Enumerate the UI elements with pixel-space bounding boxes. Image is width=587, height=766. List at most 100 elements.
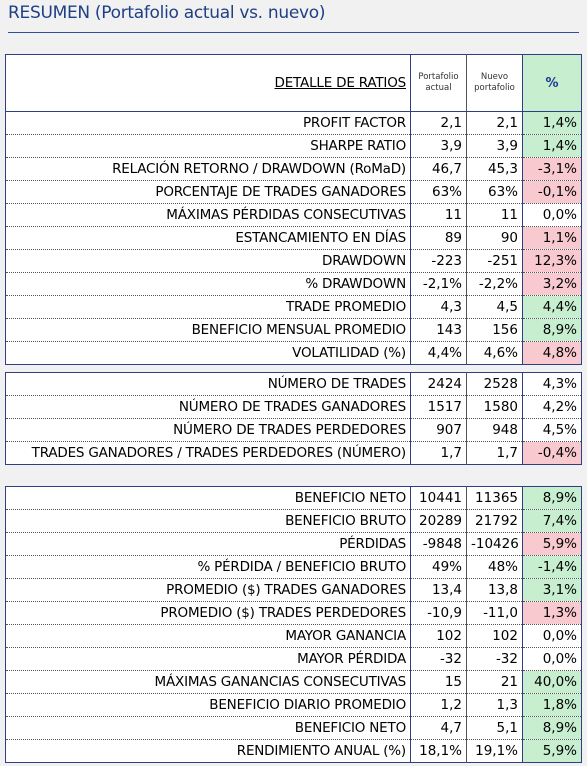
ratios-table: DETALLE DE RATIOS Portafolio actual Nuev…	[5, 54, 582, 365]
value-actual: 15	[410, 670, 467, 694]
value-pct-change: 8,9%	[522, 486, 582, 510]
row-label: NÚMERO DE TRADES GANADORES	[5, 395, 411, 419]
row-label: BENEFICIO NETO	[5, 716, 411, 740]
value-actual: 13,4	[410, 578, 467, 602]
value-pct-change: 4,4%	[522, 295, 582, 319]
value-nuevo: 948	[466, 418, 523, 442]
table-row: PROMEDIO ($) TRADES PERDEDORES -10,9 -11,0…	[5, 601, 582, 625]
table-row: BENEFICIO DIARIO PROMEDIO 1,2 1,3 1,8%	[5, 693, 582, 717]
row-label: NÚMERO DE TRADES	[5, 372, 411, 396]
value-pct-change: 3,1%	[522, 578, 582, 602]
value-actual: 10441	[410, 486, 467, 510]
value-pct-change: 1,3%	[522, 601, 582, 625]
row-label: BENEFICIO MENSUAL PROMEDIO	[5, 318, 411, 342]
value-pct-change: 0,0%	[522, 624, 582, 648]
row-label: PORCENTAJE DE TRADES GANADORES	[5, 180, 411, 204]
value-actual: 3,9	[410, 134, 467, 158]
value-nuevo: 4,6%	[466, 341, 523, 365]
value-actual: -9848	[410, 532, 467, 556]
value-nuevo: 156	[466, 318, 523, 342]
value-nuevo: 19,1%	[466, 739, 523, 763]
table-row: MAYOR GANANCIA 102 102 0,0%	[5, 624, 582, 648]
value-nuevo: 2,1	[466, 111, 523, 135]
value-nuevo: 102	[466, 624, 523, 648]
value-pct-change: 8,9%	[522, 716, 582, 740]
row-label: MÁXIMAS GANANCIAS CONSECUTIVAS	[5, 670, 411, 694]
profit-table: BENEFICIO NETO 10441 11365 8,9% BENEFICIO BR…	[5, 486, 582, 763]
value-pct-change: 0,0%	[522, 203, 582, 227]
value-actual: 143	[410, 318, 467, 342]
value-nuevo: 1580	[466, 395, 523, 419]
value-nuevo: 3,9	[466, 134, 523, 158]
table-row: ESTANCAMIENTO EN DÍAS 89 90 1,1%	[5, 226, 582, 250]
value-actual: 1517	[410, 395, 467, 419]
value-nuevo: 1,3	[466, 693, 523, 717]
value-nuevo: 21792	[466, 509, 523, 533]
row-label: RELACIÓN RETORNO / DRAWDOWN (RoMaD)	[5, 157, 411, 181]
value-actual: -2,1%	[410, 272, 467, 296]
value-pct-change: -3,1%	[522, 157, 582, 181]
value-nuevo: 45,3	[466, 157, 523, 181]
value-nuevo: 11	[466, 203, 523, 227]
trades-count-table: NÚMERO DE TRADES 2424 2528 4,3% NÚMERO DE TR…	[5, 372, 582, 465]
table-row: % PÉRDIDA / BENEFICIO BRUTO 49% 48% -1,4%	[5, 555, 582, 579]
row-label: % PÉRDIDA / BENEFICIO BRUTO	[5, 555, 411, 579]
value-actual: 4,3	[410, 295, 467, 319]
value-nuevo: -10426	[466, 532, 523, 556]
value-pct-change: 1,1%	[522, 226, 582, 250]
value-actual: 4,4%	[410, 341, 467, 365]
table-row: DRAWDOWN -223 -251 12,3%	[5, 249, 582, 273]
table-row: SHARPE RATIO 3,9 3,9 1,4%	[5, 134, 582, 158]
ratios-header-link[interactable]: DETALLE DE RATIOS	[5, 54, 411, 112]
value-nuevo: 1,7	[466, 441, 523, 465]
value-nuevo: -251	[466, 249, 523, 273]
value-pct-change: 7,4%	[522, 509, 582, 533]
value-nuevo: 63%	[466, 180, 523, 204]
value-actual: -10,9	[410, 601, 467, 625]
title-divider	[8, 32, 579, 33]
value-nuevo: 4,5	[466, 295, 523, 319]
row-label: NÚMERO DE TRADES PERDEDORES	[5, 418, 411, 442]
value-actual: 907	[410, 418, 467, 442]
value-pct-change: -0,4%	[522, 441, 582, 465]
value-pct-change: -0,1%	[522, 180, 582, 204]
row-label: ESTANCAMIENTO EN DÍAS	[5, 226, 411, 250]
value-pct-change: 4,5%	[522, 418, 582, 442]
value-pct-change: 5,9%	[522, 532, 582, 556]
value-actual: 4,7	[410, 716, 467, 740]
page-title: RESUMEN (Portafolio actual vs. nuevo)	[8, 3, 326, 23]
table-row: MÁXIMAS PÉRDIDAS CONSECUTIVAS 11 11 0,0%	[5, 203, 582, 227]
value-pct-change: 40,0%	[522, 670, 582, 694]
value-actual: 18,1%	[410, 739, 467, 763]
table-row: RELACIÓN RETORNO / DRAWDOWN (RoMaD) 46,7 4…	[5, 157, 582, 181]
value-nuevo: 48%	[466, 555, 523, 579]
table-row: NÚMERO DE TRADES PERDEDORES 907 948 4,5%	[5, 418, 582, 442]
value-pct-change: 8,9%	[522, 318, 582, 342]
value-actual: 102	[410, 624, 467, 648]
row-label: MAYOR PÉRDIDA	[5, 647, 411, 671]
table-row: BENEFICIO NETO 10441 11365 8,9%	[5, 486, 582, 510]
value-nuevo: -11,0	[466, 601, 523, 625]
table-row: PORCENTAJE DE TRADES GANADORES 63% 63% -0,1…	[5, 180, 582, 204]
col-header-nuevo: Nuevo portafolio	[466, 54, 523, 112]
value-actual: 63%	[410, 180, 467, 204]
row-label: VOLATILIDAD (%)	[5, 341, 411, 365]
row-label: BENEFICIO BRUTO	[5, 509, 411, 533]
table-row: TRADE PROMEDIO 4,3 4,5 4,4%	[5, 295, 582, 319]
table-row: MAYOR PÉRDIDA -32 -32 0,0%	[5, 647, 582, 671]
value-actual: 46,7	[410, 157, 467, 181]
table-row: BENEFICIO BRUTO 20289 21792 7,4%	[5, 509, 582, 533]
table-row: RENDIMIENTO ANUAL (%) 18,1% 19,1% 5,9%	[5, 739, 582, 763]
value-nuevo: 21	[466, 670, 523, 694]
value-nuevo: -32	[466, 647, 523, 671]
table-row: PROFIT FACTOR 2,1 2,1 1,4%	[5, 111, 582, 135]
table-row: BENEFICIO MENSUAL PROMEDIO 143 156 8,9%	[5, 318, 582, 342]
value-actual: 2,1	[410, 111, 467, 135]
value-pct-change: 4,3%	[522, 372, 582, 396]
value-pct-change: -1,4%	[522, 555, 582, 579]
row-label: MAYOR GANANCIA	[5, 624, 411, 648]
row-label: PÉRDIDAS	[5, 532, 411, 556]
table-row: VOLATILIDAD (%) 4,4% 4,6% 4,8%	[5, 341, 582, 365]
value-pct-change: 1,4%	[522, 134, 582, 158]
value-actual: 1,2	[410, 693, 467, 717]
